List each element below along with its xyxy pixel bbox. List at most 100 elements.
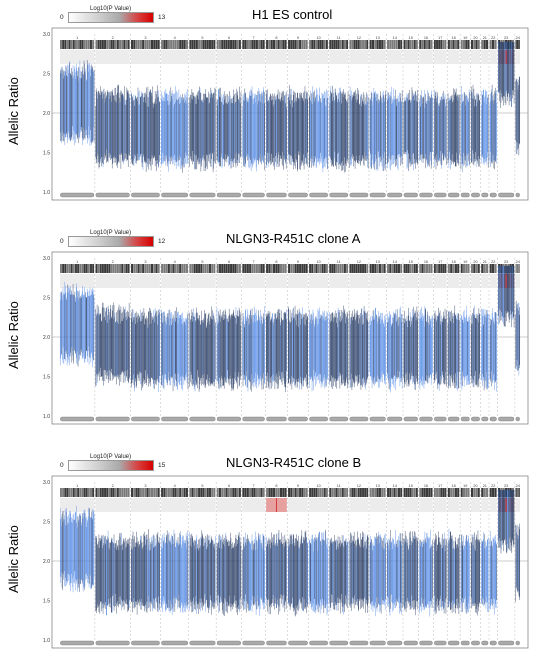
chromosome-band xyxy=(378,40,381,49)
chromosome-17: 17 xyxy=(433,258,447,422)
chromosome-band xyxy=(317,488,320,497)
chromosome-band xyxy=(92,264,95,273)
chromosome-band xyxy=(492,264,495,273)
chromosome-band xyxy=(303,40,306,49)
chromosome-15: 15 xyxy=(402,258,419,422)
chromosome-band xyxy=(457,488,460,497)
significance-background xyxy=(489,50,497,64)
significance-background xyxy=(489,274,497,288)
significance-background xyxy=(131,274,160,288)
chromosome-ideogram xyxy=(419,416,433,422)
significance-background xyxy=(403,274,419,288)
chromosome-band xyxy=(475,40,478,49)
chromosome-number-label: 20 xyxy=(473,260,477,264)
chromosome-ideogram xyxy=(460,416,470,422)
chromosome-band xyxy=(457,264,460,273)
significance-background xyxy=(419,274,433,288)
chromosome-band xyxy=(371,40,374,49)
chromosome-band xyxy=(364,40,367,49)
y-tick-label: 1.0 xyxy=(43,190,50,196)
chromosome-band xyxy=(323,264,326,273)
chromosome-band xyxy=(319,40,322,49)
chromosome-band xyxy=(481,488,484,497)
chromosome-band xyxy=(137,488,140,497)
chromosome-16: 16 xyxy=(418,34,433,198)
chromosome-band xyxy=(110,40,113,49)
chromosome-band xyxy=(181,264,184,273)
chromosome-band xyxy=(460,40,463,49)
legend-title: Log10(P Value) xyxy=(90,454,132,460)
chromosome-17: 17 xyxy=(433,34,447,198)
chromosome-band xyxy=(87,488,90,497)
chromosome-band xyxy=(211,40,214,49)
significance-background xyxy=(369,50,386,64)
chromosome-6: 6 xyxy=(215,482,242,646)
significance-background xyxy=(369,274,386,288)
chromosome-band xyxy=(339,264,342,273)
chromosome-band xyxy=(221,40,224,49)
chromosome-band xyxy=(268,488,271,497)
chromosome-number-label: 18 xyxy=(452,260,456,264)
chromosome-band xyxy=(244,40,247,49)
chromosome-number-label: 6 xyxy=(228,36,230,40)
chromosome-band xyxy=(387,40,390,49)
plot-frame xyxy=(51,475,529,649)
chromosome-9: 9 xyxy=(287,258,308,422)
chromosome-band xyxy=(246,40,249,49)
y-tick-label: 2.0 xyxy=(43,559,50,565)
chromosome-ideogram xyxy=(189,640,216,646)
chromosome-band xyxy=(110,264,113,273)
chromosome-band xyxy=(481,264,484,273)
chromosome-10: 10 xyxy=(308,482,329,646)
chromosome-band xyxy=(473,40,476,49)
chromosome-band xyxy=(209,40,211,49)
chromosome-band xyxy=(133,40,136,49)
chromosome-band xyxy=(198,264,201,273)
chromosome-band xyxy=(492,488,495,497)
chromosome-band xyxy=(223,40,226,49)
chromosome-band xyxy=(193,488,196,497)
chromosome-band xyxy=(374,40,377,49)
chromosome-band xyxy=(277,488,280,497)
chromosome-band xyxy=(66,264,69,273)
significance-background xyxy=(349,50,369,64)
chromosome-number-label: 16 xyxy=(424,260,428,264)
chromosome-band xyxy=(364,488,367,497)
chromosome-band xyxy=(477,488,480,497)
chromosome-ideogram xyxy=(309,192,328,198)
chromosome-band xyxy=(135,264,138,273)
chromosome-ideogram xyxy=(329,192,349,198)
chromosome-band xyxy=(268,40,271,49)
chromosome-band xyxy=(110,488,113,497)
chromosome-band xyxy=(483,40,486,49)
chromosome-band xyxy=(447,264,450,273)
significance-background xyxy=(433,498,447,512)
chromosome-band xyxy=(108,264,111,273)
chromosome-band xyxy=(325,40,328,49)
chromosome-band xyxy=(369,488,372,497)
chromosome-band xyxy=(362,488,364,497)
chromosome-band xyxy=(329,488,332,497)
chromosome-5: 5 xyxy=(188,34,216,198)
chromosome-number-label: 6 xyxy=(228,484,230,488)
chromosome-band xyxy=(123,40,126,49)
chromosome-band xyxy=(376,264,379,273)
chromosome-band xyxy=(221,264,224,273)
chromosome-band xyxy=(230,488,233,497)
chromosome-band xyxy=(331,488,334,497)
chromosome-band xyxy=(85,488,88,497)
chromosome-band xyxy=(349,40,352,49)
chromosome-15: 15 xyxy=(402,482,419,646)
chromosome-band xyxy=(225,264,228,273)
chromosome-band xyxy=(79,264,82,273)
chromosome-24: 24 xyxy=(514,34,520,198)
significance-background xyxy=(60,274,95,288)
significance-background xyxy=(95,50,130,64)
chromosome-band xyxy=(236,488,239,497)
chromosome-ideogram xyxy=(189,192,216,198)
chromosome-9: 9 xyxy=(287,34,308,198)
chromosome-band xyxy=(189,40,192,49)
chromosome-band xyxy=(311,40,314,49)
significance-background xyxy=(419,498,433,512)
chromosome-3: 3 xyxy=(130,482,160,646)
